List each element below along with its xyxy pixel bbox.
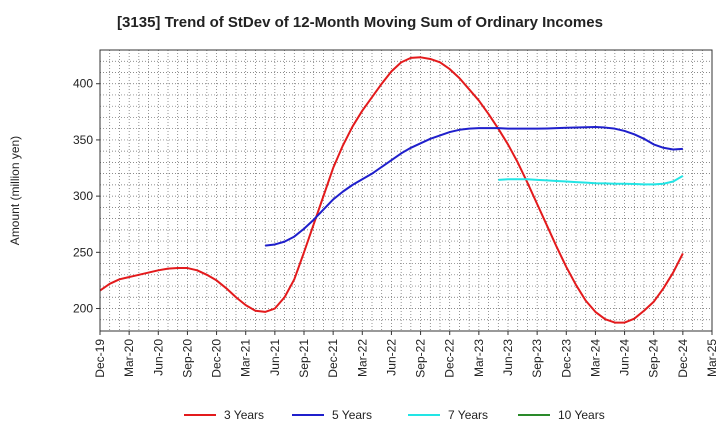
x-tick-label: Sep-23 [530, 339, 544, 378]
x-tick-label: Sep-22 [414, 339, 428, 378]
y-tick-label: 300 [73, 189, 93, 203]
legend: 3 Years 5 Years 7 Years 10 Years [184, 408, 605, 422]
legend-label: 3 Years [224, 408, 264, 422]
y-tick-label: 350 [73, 133, 93, 147]
legend-label: 7 Years [448, 408, 488, 422]
x-tick-label: Mar-22 [355, 339, 369, 377]
x-tick-label: Mar-23 [472, 339, 486, 377]
y-axis: 200 250 300 350 400 [73, 77, 100, 316]
x-tick-label: Mar-25 [705, 339, 719, 377]
y-tick-label: 200 [73, 302, 93, 316]
x-tick-label: Mar-21 [239, 339, 253, 377]
x-tick-label: Jun-24 [618, 339, 632, 376]
x-tick-label: Dec-24 [676, 339, 690, 378]
x-tick-label: Sep-21 [297, 339, 311, 378]
x-axis: Dec-19 Mar-20 Jun-20 Sep-20 Dec-20 Mar-21 Jun-… [93, 331, 719, 378]
x-tick-label: Mar-20 [122, 339, 136, 377]
x-tick-label: Dec-23 [559, 339, 573, 378]
x-tick-label: Dec-22 [443, 339, 457, 378]
y-tick-label: 400 [73, 77, 93, 91]
series-line-3-years [99, 56, 684, 324]
series-line-7-years [498, 175, 684, 186]
grid [99, 50, 713, 331]
x-tick-label: Sep-20 [180, 339, 194, 378]
x-tick-label: Sep-24 [647, 339, 661, 378]
x-tick-label: Mar-24 [588, 339, 602, 377]
x-tick-label: Dec-20 [210, 339, 224, 378]
series-lines [99, 56, 684, 324]
y-tick-label: 250 [73, 245, 93, 259]
series-line-5-years [265, 125, 683, 247]
x-tick-label: Dec-19 [93, 339, 107, 378]
legend-label: 5 Years [332, 408, 372, 422]
chart-title: [3135] Trend of StDev of 12-Month Moving… [117, 14, 603, 31]
x-tick-label: Jun-23 [501, 339, 515, 376]
x-tick-label: Jun-20 [151, 339, 165, 376]
x-tick-label: Jun-21 [268, 339, 282, 376]
y-axis-title: Amount (million yen) [8, 136, 22, 245]
x-tick-label: Jun-22 [384, 339, 398, 376]
x-tick-label: Dec-21 [326, 339, 340, 378]
legend-label: 10 Years [558, 408, 605, 422]
plot-frame [99, 49, 713, 332]
